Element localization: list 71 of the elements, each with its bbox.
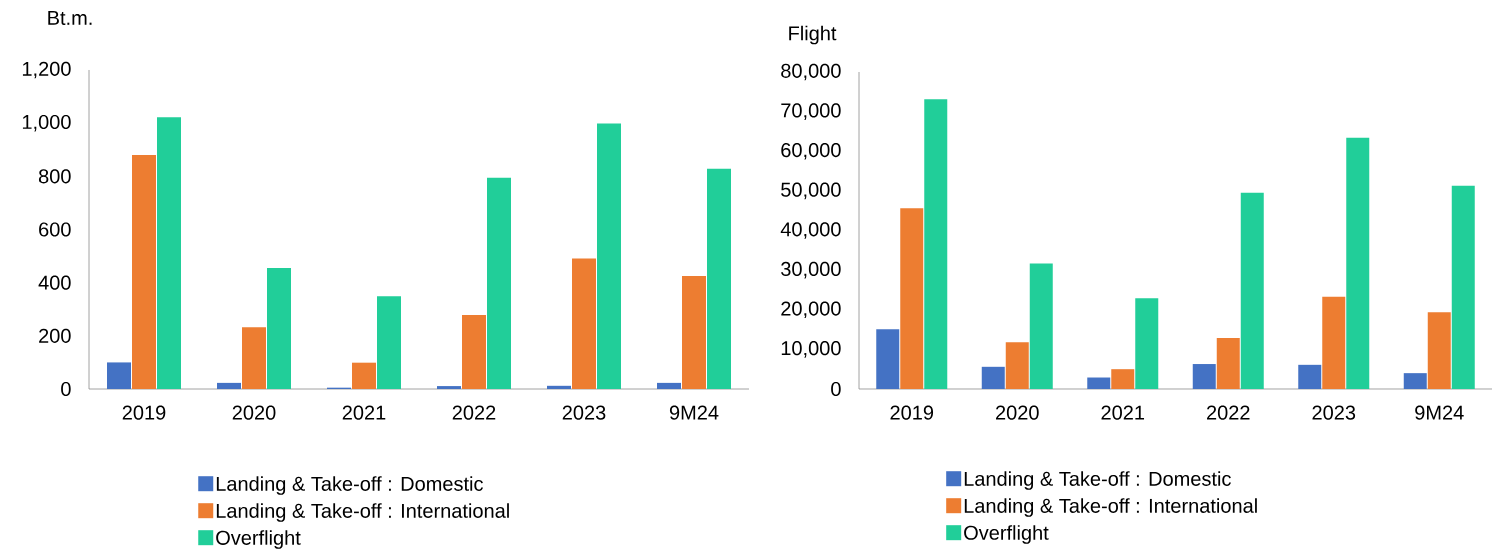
legend-label: Overflight: [964, 525, 1049, 544]
y-tick-label: 10,000: [781, 341, 841, 358]
x-tick-label: 2021: [342, 405, 386, 420]
y-tick-label: 600: [39, 222, 71, 237]
bar: [462, 315, 486, 389]
bar: [1005, 342, 1029, 389]
x-tick-label: 9M24: [669, 405, 719, 420]
legend-label: Landing & Take-off : Domestic: [216, 476, 483, 495]
y-tick-label: 30,000: [781, 261, 841, 279]
y-axis-title: Bt.m.: [48, 11, 92, 25]
bar: [682, 276, 706, 389]
bar: [657, 382, 681, 389]
bar: [1322, 296, 1346, 389]
bar: [597, 123, 621, 389]
y-tick-label: 1,200: [22, 61, 71, 79]
bar: [377, 296, 401, 389]
y-tick-label: 0: [61, 381, 71, 397]
bar: [157, 117, 181, 389]
bar: [1403, 373, 1427, 389]
legend-label: Landing & Take-off : International: [216, 503, 509, 522]
x-tick-label: 2023: [1312, 405, 1356, 420]
legend-label: Landing & Take-off : Domestic: [964, 471, 1231, 490]
bar: [1029, 263, 1053, 389]
x-tick-label: 9M24: [1415, 405, 1464, 420]
y-tick-label: 20,000: [781, 301, 841, 319]
bar: [1346, 137, 1370, 389]
bar: [267, 268, 291, 389]
y-tick-label: 0: [831, 381, 841, 397]
bar: [217, 382, 241, 389]
bar: [437, 386, 461, 389]
bar: [924, 99, 948, 389]
legend-label: Landing & Take-off : International: [964, 498, 1257, 517]
x-tick-label: 2019: [890, 405, 934, 420]
bar: [1087, 377, 1111, 389]
bar: [1240, 192, 1264, 389]
bar: [1135, 298, 1159, 389]
bar: [547, 385, 571, 389]
bar: [1111, 369, 1135, 389]
bar: [107, 362, 131, 389]
bar: [876, 329, 900, 389]
bar: [1216, 337, 1240, 389]
x-tick-label: 2021: [1101, 405, 1145, 420]
x-tick-label: 2022: [1207, 405, 1250, 420]
y-tick-label: 50,000: [781, 182, 841, 200]
x-tick-label: 2019: [122, 405, 166, 420]
y-tick-label: 1,000: [22, 114, 71, 132]
y-tick-label: 200: [39, 328, 71, 343]
bar: [981, 366, 1005, 389]
bar: [1192, 364, 1216, 389]
bar: [487, 177, 511, 389]
x-tick-label: 2023: [562, 405, 606, 420]
x-tick-label: 2020: [996, 405, 1039, 420]
bar: [572, 258, 596, 389]
bar: [900, 208, 924, 389]
bar: [1427, 312, 1451, 389]
bar: [1451, 185, 1475, 389]
legend-label: Overflight: [216, 530, 301, 549]
y-tick-label: 60,000: [781, 143, 841, 160]
x-tick-label: 2020: [232, 405, 276, 420]
bar: [242, 327, 266, 389]
y-tick-label: 70,000: [781, 103, 841, 120]
bar: [707, 168, 731, 389]
y-tick-label: 80,000: [781, 63, 841, 81]
bar: [132, 155, 156, 389]
y-tick-label: 800: [38, 169, 71, 184]
y-axis-title: Flight: [789, 25, 837, 45]
y-tick-label: 400: [38, 275, 71, 290]
x-tick-label: 2022: [452, 405, 496, 420]
bar: [352, 362, 376, 389]
y-tick-label: 40,000: [780, 222, 841, 239]
bar: [1298, 364, 1322, 389]
